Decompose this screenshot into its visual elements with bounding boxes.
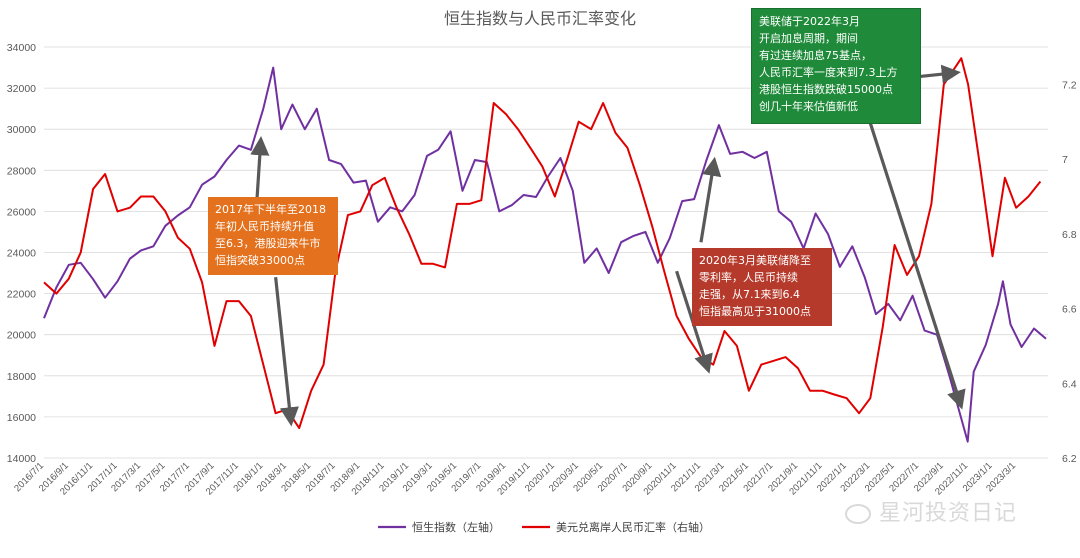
annotation-arrow	[675, 270, 713, 374]
legend-label: 恒生指数（左轴）	[412, 520, 500, 534]
left-tick-label: 24000	[7, 248, 36, 260]
annotation-arrow	[699, 156, 722, 243]
series-layer	[43, 57, 1047, 443]
wechat-icon	[845, 504, 871, 524]
annotation-arrow	[868, 122, 966, 410]
left-tick-label: 18000	[7, 371, 36, 383]
right-tick-label: 6.2	[1062, 453, 1077, 465]
left-tick-label: 30000	[7, 124, 36, 136]
legend: 恒生指数（左轴） 美元兑离岸人民币汇率（右轴）	[378, 520, 710, 534]
annotation-arrow	[274, 276, 299, 427]
annotation-box-2022: 美联储于2022年3月 开启加息周期，期间 有过连续加息75基点， 人民币汇率一…	[751, 8, 921, 124]
x-axis: 2016/7/12016/9/12016/11/12017/1/12017/3/…	[12, 460, 1018, 497]
right-tick-label: 7	[1062, 154, 1068, 166]
left-tick-label: 34000	[7, 42, 36, 54]
annotation-arrows	[250, 64, 966, 427]
left-tick-label: 14000	[7, 453, 36, 465]
left-tick-label: 16000	[7, 412, 36, 424]
left-tick-label: 22000	[7, 289, 36, 301]
watermark: 星河投资日记	[845, 495, 1017, 527]
left-axis: 14000 16000 18000 20000 22000 24000 26000 28000…	[7, 42, 36, 465]
right-tick-label: 6.6	[1062, 304, 1077, 316]
left-tick-label: 26000	[7, 206, 36, 218]
right-tick-label: 6.8	[1062, 229, 1077, 241]
left-tick-label: 28000	[7, 165, 36, 177]
usdcnh-series-line	[43, 57, 1042, 430]
right-tick-label: 7.2	[1062, 79, 1077, 91]
watermark-text: 星河投资日记	[879, 501, 1018, 526]
right-tick-label: 6.4	[1062, 378, 1077, 390]
hsi-series-line	[43, 66, 1047, 443]
annotation-box-2020: 2020年3月美联储降至 零利率，人民币持续 走强，从7.1来到6.4 恒指最高…	[692, 248, 832, 326]
annotation-box-2017: 2017年下半年至2018 年初人民币持续升值 至6.3，港股迎来牛市 恒指突破…	[208, 197, 338, 275]
left-tick-label: 32000	[7, 83, 36, 95]
chart-title: 恒生指数与人民币汇率变化	[444, 9, 636, 28]
left-tick-label: 20000	[7, 330, 36, 342]
right-axis: 6.2 6.4 6.6 6.8 7 7.2	[1062, 79, 1077, 465]
legend-label: 美元兑离岸人民币汇率（右轴）	[556, 520, 710, 534]
